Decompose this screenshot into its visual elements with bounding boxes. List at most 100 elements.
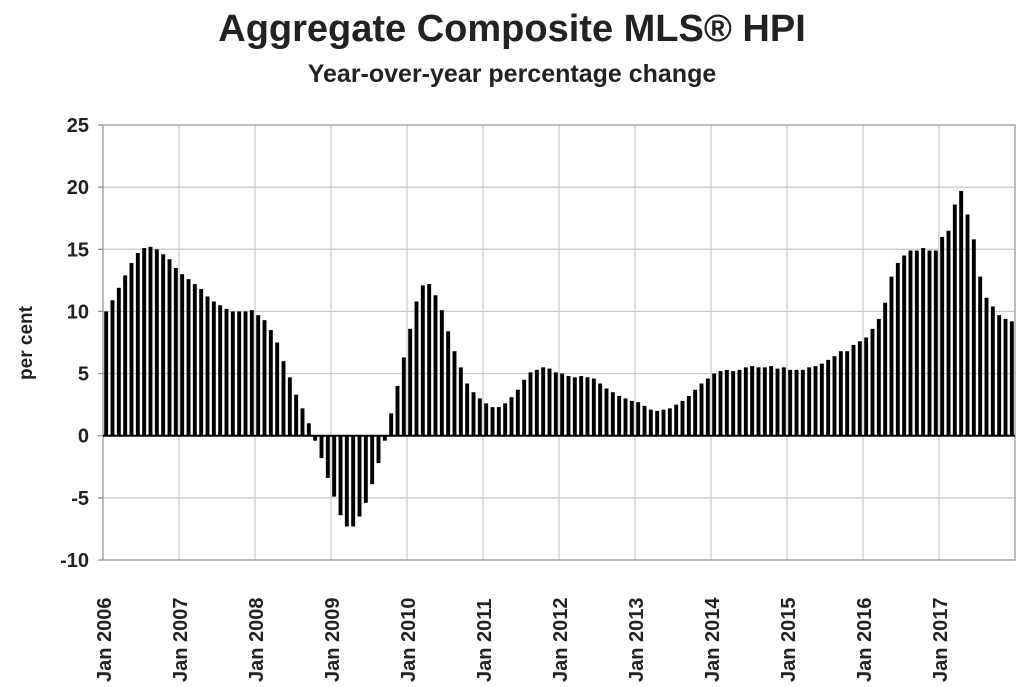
bar (325, 435, 330, 478)
bar (161, 254, 166, 436)
bar (370, 435, 375, 485)
bar (781, 367, 786, 436)
chart-title: Aggregate Composite MLS® HPI (218, 8, 806, 50)
bar (680, 400, 685, 436)
x-tick-label: Jan 2016 (854, 597, 876, 682)
bar (971, 239, 976, 436)
bar (921, 248, 926, 436)
bar (142, 248, 147, 436)
bar (110, 300, 115, 436)
bar (439, 310, 444, 436)
bar (794, 369, 799, 436)
bar (870, 328, 875, 436)
bar (769, 366, 774, 436)
bar (731, 371, 736, 436)
bar (591, 378, 596, 436)
bar (382, 435, 387, 441)
bar (579, 376, 584, 436)
bar (629, 400, 634, 436)
bar (243, 311, 248, 436)
bar (832, 356, 837, 436)
bar (509, 397, 514, 436)
bar (123, 275, 128, 436)
bar (300, 408, 305, 436)
bar (357, 435, 362, 517)
bar (376, 435, 381, 464)
bar (192, 284, 197, 436)
bar (389, 413, 394, 436)
bar (927, 250, 932, 436)
y-tick-label: 0 (78, 426, 89, 448)
bar (724, 369, 729, 436)
bar (306, 423, 311, 436)
bar (883, 302, 888, 436)
bar (287, 377, 292, 436)
bar (914, 250, 919, 436)
bar (978, 276, 983, 436)
bar (990, 306, 995, 436)
bar (604, 388, 609, 436)
x-tick-label: Jan 2014 (702, 597, 724, 682)
x-tick-label: Jan 2007 (170, 597, 192, 682)
x-tick-label: Jan 2015 (778, 597, 800, 682)
bar (610, 392, 615, 436)
y-tick-label: -10 (60, 550, 89, 572)
bar (1003, 318, 1008, 436)
bar (541, 367, 546, 436)
bar (211, 301, 216, 436)
bar (623, 398, 628, 436)
bar (477, 398, 482, 436)
x-tick-label: Jan 2010 (398, 597, 420, 682)
bar (946, 230, 951, 436)
x-tick-label: Jan 2008 (246, 597, 268, 682)
x-tick-label: Jan 2013 (626, 597, 648, 682)
bars (104, 190, 1014, 527)
y-tick-labels: 25 20 15 10 5 0 -5 -10 (60, 115, 89, 572)
bar (895, 262, 900, 436)
bar (154, 249, 159, 436)
bar (889, 276, 894, 436)
y-tick-label: -5 (71, 488, 89, 510)
chart-subtitle: Year-over-year percentage change (307, 60, 717, 88)
bar (667, 408, 672, 436)
bar (984, 297, 989, 436)
bar (522, 379, 527, 436)
bar (338, 435, 343, 516)
bar (851, 344, 856, 436)
bar (598, 383, 603, 436)
bar (249, 310, 254, 436)
y-axis-label: per cent (16, 305, 37, 380)
bar (566, 376, 571, 436)
bar (997, 315, 1002, 436)
bar (560, 373, 565, 436)
x-tick-label: Jan 2011 (474, 599, 496, 682)
x-tick-label: Jan 2006 (94, 597, 116, 682)
bar (788, 369, 793, 436)
bar (319, 435, 324, 459)
bar (826, 359, 831, 436)
bar (268, 330, 273, 436)
bar (237, 311, 242, 436)
bar (750, 366, 755, 436)
bar (642, 405, 647, 436)
bar (756, 367, 761, 436)
bar (845, 351, 850, 436)
bar (528, 372, 533, 436)
bar (135, 253, 140, 436)
bar (313, 435, 318, 441)
bar (218, 305, 223, 436)
bar (173, 267, 178, 436)
x-tick-label: Jan 2012 (550, 597, 572, 682)
bar (515, 389, 520, 436)
y-tick-label: 15 (67, 239, 89, 261)
bar (180, 274, 185, 436)
bar (363, 435, 368, 503)
bar (116, 287, 121, 436)
y-tick-label: 5 (78, 364, 89, 386)
x-tick-label: Jan 2017 (930, 597, 952, 682)
bar (902, 255, 907, 436)
bar (655, 410, 660, 436)
bar (281, 361, 286, 436)
bar (484, 403, 489, 436)
bar (813, 366, 818, 436)
